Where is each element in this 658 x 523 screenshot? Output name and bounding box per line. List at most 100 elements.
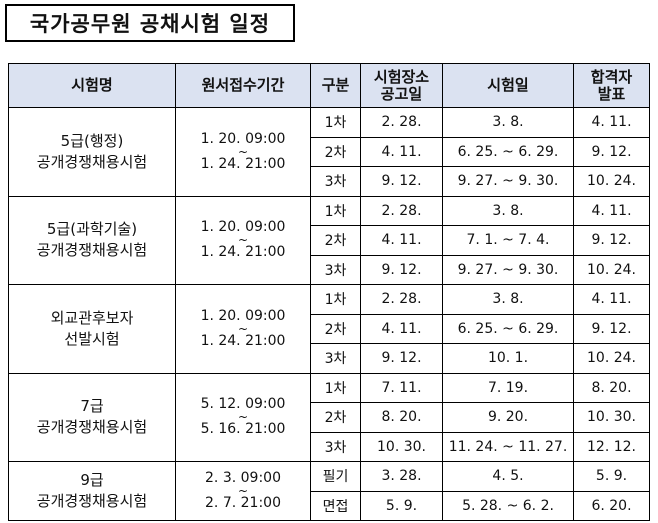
period-sep: ~: [237, 484, 249, 498]
result-cell: 4. 11.: [573, 284, 650, 315]
period-start: 1. 20. 09:00: [200, 219, 286, 236]
period-end: 1. 24. 21:00: [200, 155, 286, 172]
round-cell: 3차: [310, 166, 361, 197]
venue-notice-cell: 9. 12.: [360, 254, 443, 285]
exam-name-line: 공개경쟁채용시험: [36, 152, 148, 171]
exam-date-cell: 3. 8.: [442, 195, 574, 226]
period-sep: ~: [237, 144, 249, 159]
table-row: 면접 5. 9. 5. 28. ~ 6. 2. 6. 20.: [9, 490, 650, 521]
application-period-cell: 1. 20. 09:00 ~1. 24. 21:00: [175, 195, 311, 285]
result-cell: 6. 20.: [573, 490, 650, 521]
exam-schedule-table: 시험명 원서접수기간 구분 시험장소 공고일 시험일 합격자 발표 5급(행정)…: [8, 63, 650, 521]
exam-date-cell: 4. 5.: [442, 461, 574, 492]
application-period-cell: 2. 3. 09:00 ~2. 7. 21:00: [175, 461, 311, 521]
header-venue-notice-line1: 시험장소: [373, 67, 430, 86]
exam-date-cell: 5. 28. ~ 6. 2.: [442, 490, 574, 521]
exam-date-cell: 7. 19.: [442, 372, 574, 403]
exam-date-cell: 10. 1.: [442, 343, 574, 374]
venue-notice-cell: 4. 11.: [360, 225, 443, 256]
round-cell: 필기: [310, 461, 361, 492]
result-cell: 10. 24.: [573, 343, 650, 374]
table-row: 2차 4. 11. 6. 25. ~ 6. 29. 9. 12.: [9, 136, 650, 167]
round-cell: 2차: [310, 402, 361, 433]
venue-notice-cell: 2. 28.: [360, 284, 443, 315]
header-result-line2: 발표: [597, 84, 626, 103]
header-result-announcement: 합격자 발표: [573, 63, 650, 108]
venue-notice-cell: 3. 28.: [360, 461, 443, 492]
table-row: 5급(행정) 공개경쟁채용시험 1. 20. 09:00 ~1. 24. 21:00 1…: [8, 107, 650, 197]
result-cell: 10. 30.: [573, 402, 650, 433]
exam-name-line: 9급: [80, 471, 104, 489]
venue-notice-cell: 4. 11.: [360, 136, 443, 167]
exam-name-cell: 5급(과학기술) 공개경쟁채용시험: [8, 195, 176, 285]
result-cell: 4. 11.: [573, 195, 650, 226]
period-end: 1. 24. 21:00: [200, 332, 286, 349]
table-header-row: 시험명 원서접수기간 구분 시험장소 공고일 시험일 합격자 발표: [8, 63, 650, 108]
exam-name-line: 외교관후보자: [50, 308, 134, 327]
exam-date-cell: 7. 1. ~ 7. 4.: [442, 225, 574, 256]
period-end: 2. 7. 21:00: [205, 495, 281, 511]
result-cell: 4. 11.: [573, 107, 650, 138]
round-cell: 1차: [310, 107, 361, 138]
period-sep: ~: [237, 233, 249, 248]
venue-notice-cell: 2. 28.: [360, 195, 443, 226]
round-cell: 면접: [310, 490, 361, 521]
round-cell: 3차: [310, 343, 361, 374]
venue-notice-cell: 2. 28.: [360, 107, 443, 138]
application-period-cell: 1. 20. 09:00 ~1. 24. 21:00: [175, 284, 311, 374]
result-cell: 12. 12.: [573, 431, 650, 462]
round-cell: 1차: [310, 372, 361, 403]
exam-name-line: 선발시험: [64, 329, 120, 348]
exam-name-line: 7급: [80, 397, 104, 416]
header-round: 구분: [310, 63, 361, 108]
round-cell: 1차: [310, 195, 361, 226]
application-period-cell: 5. 12. 09:00 ~5. 16. 21:00: [175, 372, 311, 462]
exam-name-cell: 5급(행정) 공개경쟁채용시험: [8, 107, 176, 197]
header-exam-date: 시험일: [442, 63, 574, 108]
table-row: 2차 4. 11. 6. 25. ~ 6. 29. 9. 12.: [9, 313, 650, 344]
table-row: 9급 공개경쟁채용시험 2. 3. 09:00 ~2. 7. 21:00 필기 3. 28…: [8, 461, 650, 521]
round-cell: 1차: [310, 284, 361, 315]
round-cell: 3차: [310, 254, 361, 285]
exam-name-line: 공개경쟁채용시험: [36, 492, 148, 510]
period-end: 1. 24. 21:00: [200, 244, 286, 261]
exam-date-cell: 3. 8.: [442, 107, 574, 138]
round-cell: 2차: [310, 313, 361, 344]
header-exam-name: 시험명: [8, 63, 176, 108]
exam-name-line: 5급(행정): [60, 131, 124, 150]
venue-notice-cell: 10. 30.: [360, 431, 443, 462]
venue-notice-cell: 4. 11.: [360, 313, 443, 344]
exam-date-cell: 9. 20.: [442, 402, 574, 433]
table-row: 7급 공개경쟁채용시험 5. 12. 09:00 ~5. 16. 21:00 1차 7. …: [8, 372, 650, 462]
period-start: 1. 20. 09:00: [200, 307, 286, 324]
period-start: 2. 3. 09:00: [205, 470, 281, 486]
result-cell: 9. 12.: [573, 136, 650, 167]
page-title: 국가공무원 공채시험 일정: [5, 4, 295, 42]
table-row: 3차 9. 12. 10. 1. 10. 24.: [9, 343, 650, 374]
table-row: 5급(과학기술) 공개경쟁채용시험 1. 20. 09:00 ~1. 24. 21:0…: [8, 195, 650, 285]
header-venue-notice: 시험장소 공고일: [360, 63, 443, 108]
round-cell: 3차: [310, 431, 361, 462]
venue-notice-cell: 9. 12.: [360, 343, 443, 374]
exam-date-cell: 9. 27. ~ 9. 30.: [442, 166, 574, 197]
result-cell: 10. 24.: [573, 254, 650, 285]
period-sep: ~: [237, 410, 249, 425]
result-cell: 10. 24.: [573, 166, 650, 197]
exam-name-line: 5급(과학기술): [46, 220, 138, 239]
exam-date-cell: 6. 25. ~ 6. 29.: [442, 313, 574, 344]
header-result-line1: 합격자: [590, 67, 633, 86]
exam-name-line: 공개경쟁채용시험: [36, 418, 148, 437]
period-end: 5. 16. 21:00: [200, 421, 286, 438]
round-cell: 2차: [310, 225, 361, 256]
venue-notice-cell: 7. 11.: [360, 372, 443, 403]
period-start: 1. 20. 09:00: [200, 130, 286, 147]
result-cell: 9. 12.: [573, 225, 650, 256]
exam-date-cell: 6. 25. ~ 6. 29.: [442, 136, 574, 167]
period-start: 5. 12. 09:00: [200, 396, 286, 413]
result-cell: 9. 12.: [573, 313, 650, 344]
table-row: 3차 10. 30. 11. 24. ~ 11. 27. 12. 12.: [9, 431, 650, 462]
header-venue-notice-line2: 공고일: [380, 84, 423, 103]
venue-notice-cell: 5. 9.: [360, 490, 443, 521]
